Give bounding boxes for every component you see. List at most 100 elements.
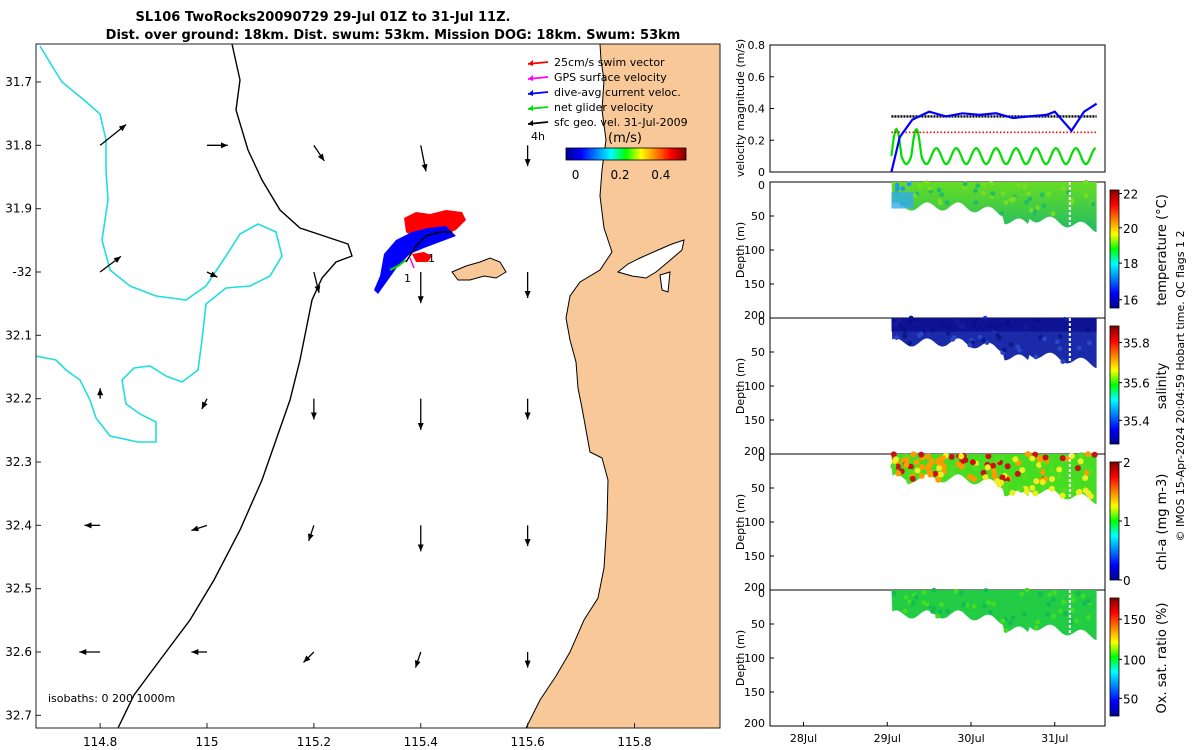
depth-tick-label: 100	[744, 244, 765, 257]
section-sample-point	[1024, 451, 1031, 458]
depth-ylabel: Depth (m)	[734, 630, 747, 686]
section-sample-point	[1086, 614, 1091, 620]
colorbar-sal	[1109, 325, 1120, 445]
section-sample-point	[1039, 479, 1046, 486]
section-sample-point	[1011, 196, 1017, 202]
section-sample-point	[986, 600, 991, 605]
section-sample-point	[1008, 342, 1014, 347]
colorbar-tick-label: 35.8	[1123, 337, 1150, 351]
colorbar-tick-label: 16	[1123, 294, 1138, 308]
section-sample-point	[944, 200, 950, 206]
section-sample-point	[984, 464, 991, 471]
colorbar-ox	[1109, 597, 1120, 717]
section-sample-point	[953, 588, 959, 594]
depth-tick-label: 100	[744, 652, 765, 665]
section-sample-point	[1009, 489, 1016, 496]
velocity-panel-frame	[769, 44, 1106, 173]
section-sample-point	[902, 608, 908, 614]
isobath-1000m	[35, 45, 283, 443]
section-sample-point	[891, 458, 898, 464]
section-sample-point	[924, 180, 929, 186]
section-sample-point	[995, 333, 1001, 339]
section-sample-point	[1074, 618, 1079, 624]
vel-ytick-label: 0.6	[748, 71, 766, 84]
section-sample-point	[969, 459, 976, 466]
section-sample-point	[927, 471, 934, 478]
section-sample-point	[1039, 192, 1045, 198]
section-sample-point	[894, 335, 899, 340]
depth-tick-label: 200	[744, 309, 765, 322]
section-sample-point	[961, 602, 967, 608]
section-sample-point	[949, 465, 956, 472]
map-ytick-label: 32.3	[5, 455, 32, 469]
section-sample-point	[990, 462, 996, 469]
section-sample-point	[890, 463, 897, 470]
section-sample-point	[1055, 473, 1062, 480]
section-sample-point	[939, 192, 945, 198]
section-sample-point	[1060, 359, 1066, 364]
depth-tick-label: 50	[751, 482, 765, 495]
speed-tick-label: 0.2	[610, 168, 629, 182]
section-sample-point	[1070, 597, 1076, 603]
section-sample-point	[945, 330, 951, 336]
section-sample-point	[982, 474, 989, 481]
depth-section-ox: 0 50 100 150 200 Depth (m) 50 100 150 Ox. sat. ra…	[734, 587, 1170, 730]
section-sample-point	[972, 465, 979, 472]
legend-label: 25cm/s swim vector	[554, 56, 665, 69]
track-start-marker: 1	[404, 272, 411, 285]
section-sample-point	[1059, 455, 1066, 462]
gps-magenta-arrow	[409, 257, 415, 269]
section-sample-point	[1076, 345, 1082, 351]
section-sample-point	[1032, 490, 1039, 497]
section-sample-point	[1082, 601, 1087, 606]
vel-ytick-label: 0.2	[748, 134, 766, 147]
section-sample-point	[1002, 485, 1009, 492]
depth-section-temp: 0 50 100 150 200 Depth (m) 16 18 20 22 temperature…	[734, 179, 1170, 322]
section-sample-point	[990, 191, 996, 197]
section-sample-point	[1085, 451, 1091, 458]
section-sample-point	[911, 600, 916, 606]
map-legend: 25cm/s swim vector GPS surface velocity di…	[527, 56, 688, 129]
section-sample-point	[921, 590, 927, 595]
map-ytick-label: 32.4	[5, 518, 32, 532]
depth-ylabel: Depth (m)	[734, 494, 747, 550]
section-sample-point	[988, 610, 993, 615]
section-sample-point	[1033, 354, 1039, 360]
section-sample-point	[1077, 458, 1084, 465]
velocity-ylabel: velocity magnitude (m/s)	[734, 39, 747, 177]
section-sample-point	[999, 474, 1006, 481]
depth-tick-label: 200	[744, 717, 765, 730]
track-end-marker: 1	[428, 252, 435, 265]
depth-tick-label: 50	[751, 210, 765, 223]
legend-label: dive-avg current veloc.	[554, 86, 681, 99]
section-sample-point	[1029, 455, 1036, 462]
speed-tick-label: 0	[572, 168, 580, 182]
depth-tick-label: 100	[744, 380, 765, 393]
section-sample-point	[918, 451, 925, 458]
section-sample-point	[1056, 466, 1063, 473]
section-sample-point	[913, 594, 919, 600]
section-sample-point	[999, 210, 1005, 216]
section-sample-point	[991, 601, 996, 607]
section-sample-point	[1046, 191, 1052, 197]
map-xtick-label: 115.2	[297, 735, 331, 749]
section-sample-point	[1002, 347, 1007, 353]
section-sample-point	[1060, 486, 1067, 493]
section-sample-point	[937, 609, 943, 615]
section-sample-point	[1024, 587, 1030, 593]
section-sample-point	[936, 187, 942, 193]
section-sample-point	[1070, 607, 1075, 613]
section-sample-point	[1004, 463, 1011, 470]
section-sample-point	[998, 479, 1004, 486]
section-sample-point	[918, 472, 925, 479]
legend-label: net glider velocity	[554, 101, 654, 114]
time-tick-label: 28Jul	[790, 732, 817, 745]
section-sample-point	[1022, 474, 1029, 480]
section-sample-point	[1082, 487, 1089, 494]
section-sample-point	[1082, 475, 1089, 481]
section-sample-point	[1074, 465, 1081, 472]
colorbar-tick-label: 0	[1123, 574, 1131, 588]
legend-swatch-head	[528, 105, 533, 111]
swim-vector-patch	[412, 252, 432, 262]
section-sample-point	[906, 181, 912, 187]
